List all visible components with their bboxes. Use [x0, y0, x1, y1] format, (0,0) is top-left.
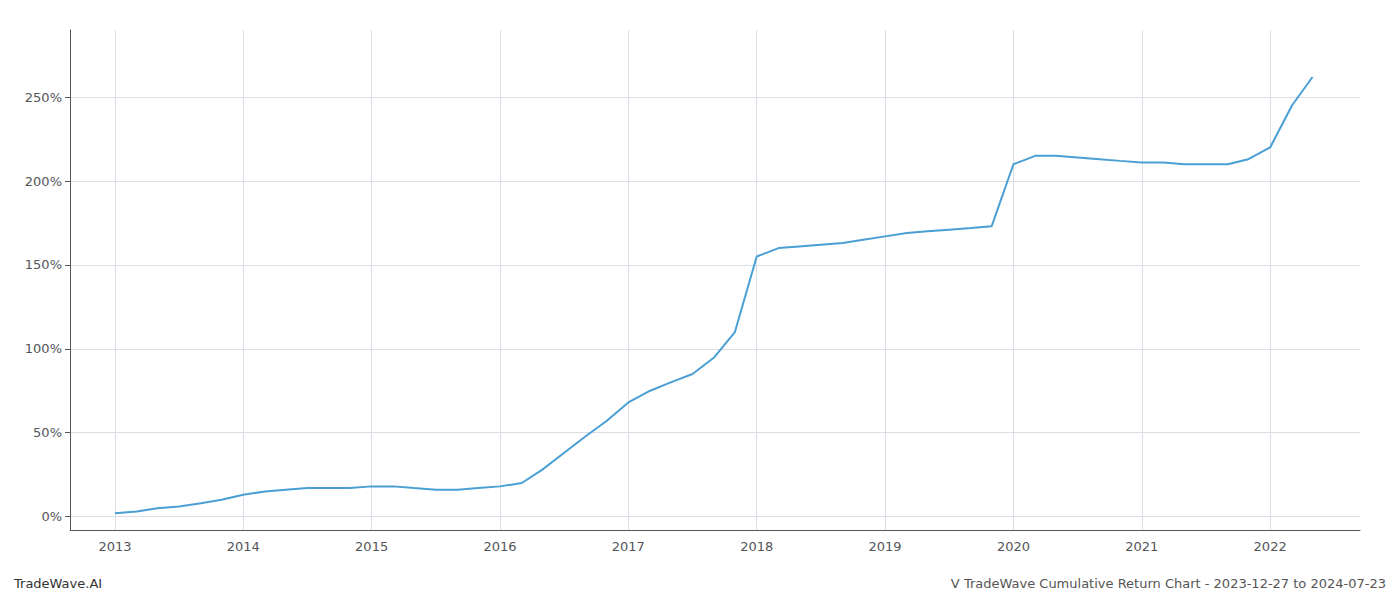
- svg-text:150%: 150%: [25, 257, 62, 272]
- svg-text:0%: 0%: [41, 509, 62, 524]
- svg-text:250%: 250%: [25, 90, 62, 105]
- svg-text:2019: 2019: [869, 539, 902, 554]
- svg-text:2015: 2015: [355, 539, 388, 554]
- svg-text:100%: 100%: [25, 341, 62, 356]
- svg-text:2014: 2014: [227, 539, 260, 554]
- svg-text:2021: 2021: [1125, 539, 1158, 554]
- svg-text:200%: 200%: [25, 174, 62, 189]
- svg-text:2020: 2020: [997, 539, 1030, 554]
- svg-text:2022: 2022: [1254, 539, 1287, 554]
- svg-text:V TradeWave Cumulative Return: V TradeWave Cumulative Return Chart - 20…: [951, 576, 1386, 591]
- svg-text:2017: 2017: [612, 539, 645, 554]
- svg-text:2016: 2016: [483, 539, 516, 554]
- svg-text:2013: 2013: [98, 539, 131, 554]
- svg-text:50%: 50%: [33, 425, 62, 440]
- svg-text:TradeWave.AI: TradeWave.AI: [13, 576, 102, 591]
- svg-text:2018: 2018: [740, 539, 773, 554]
